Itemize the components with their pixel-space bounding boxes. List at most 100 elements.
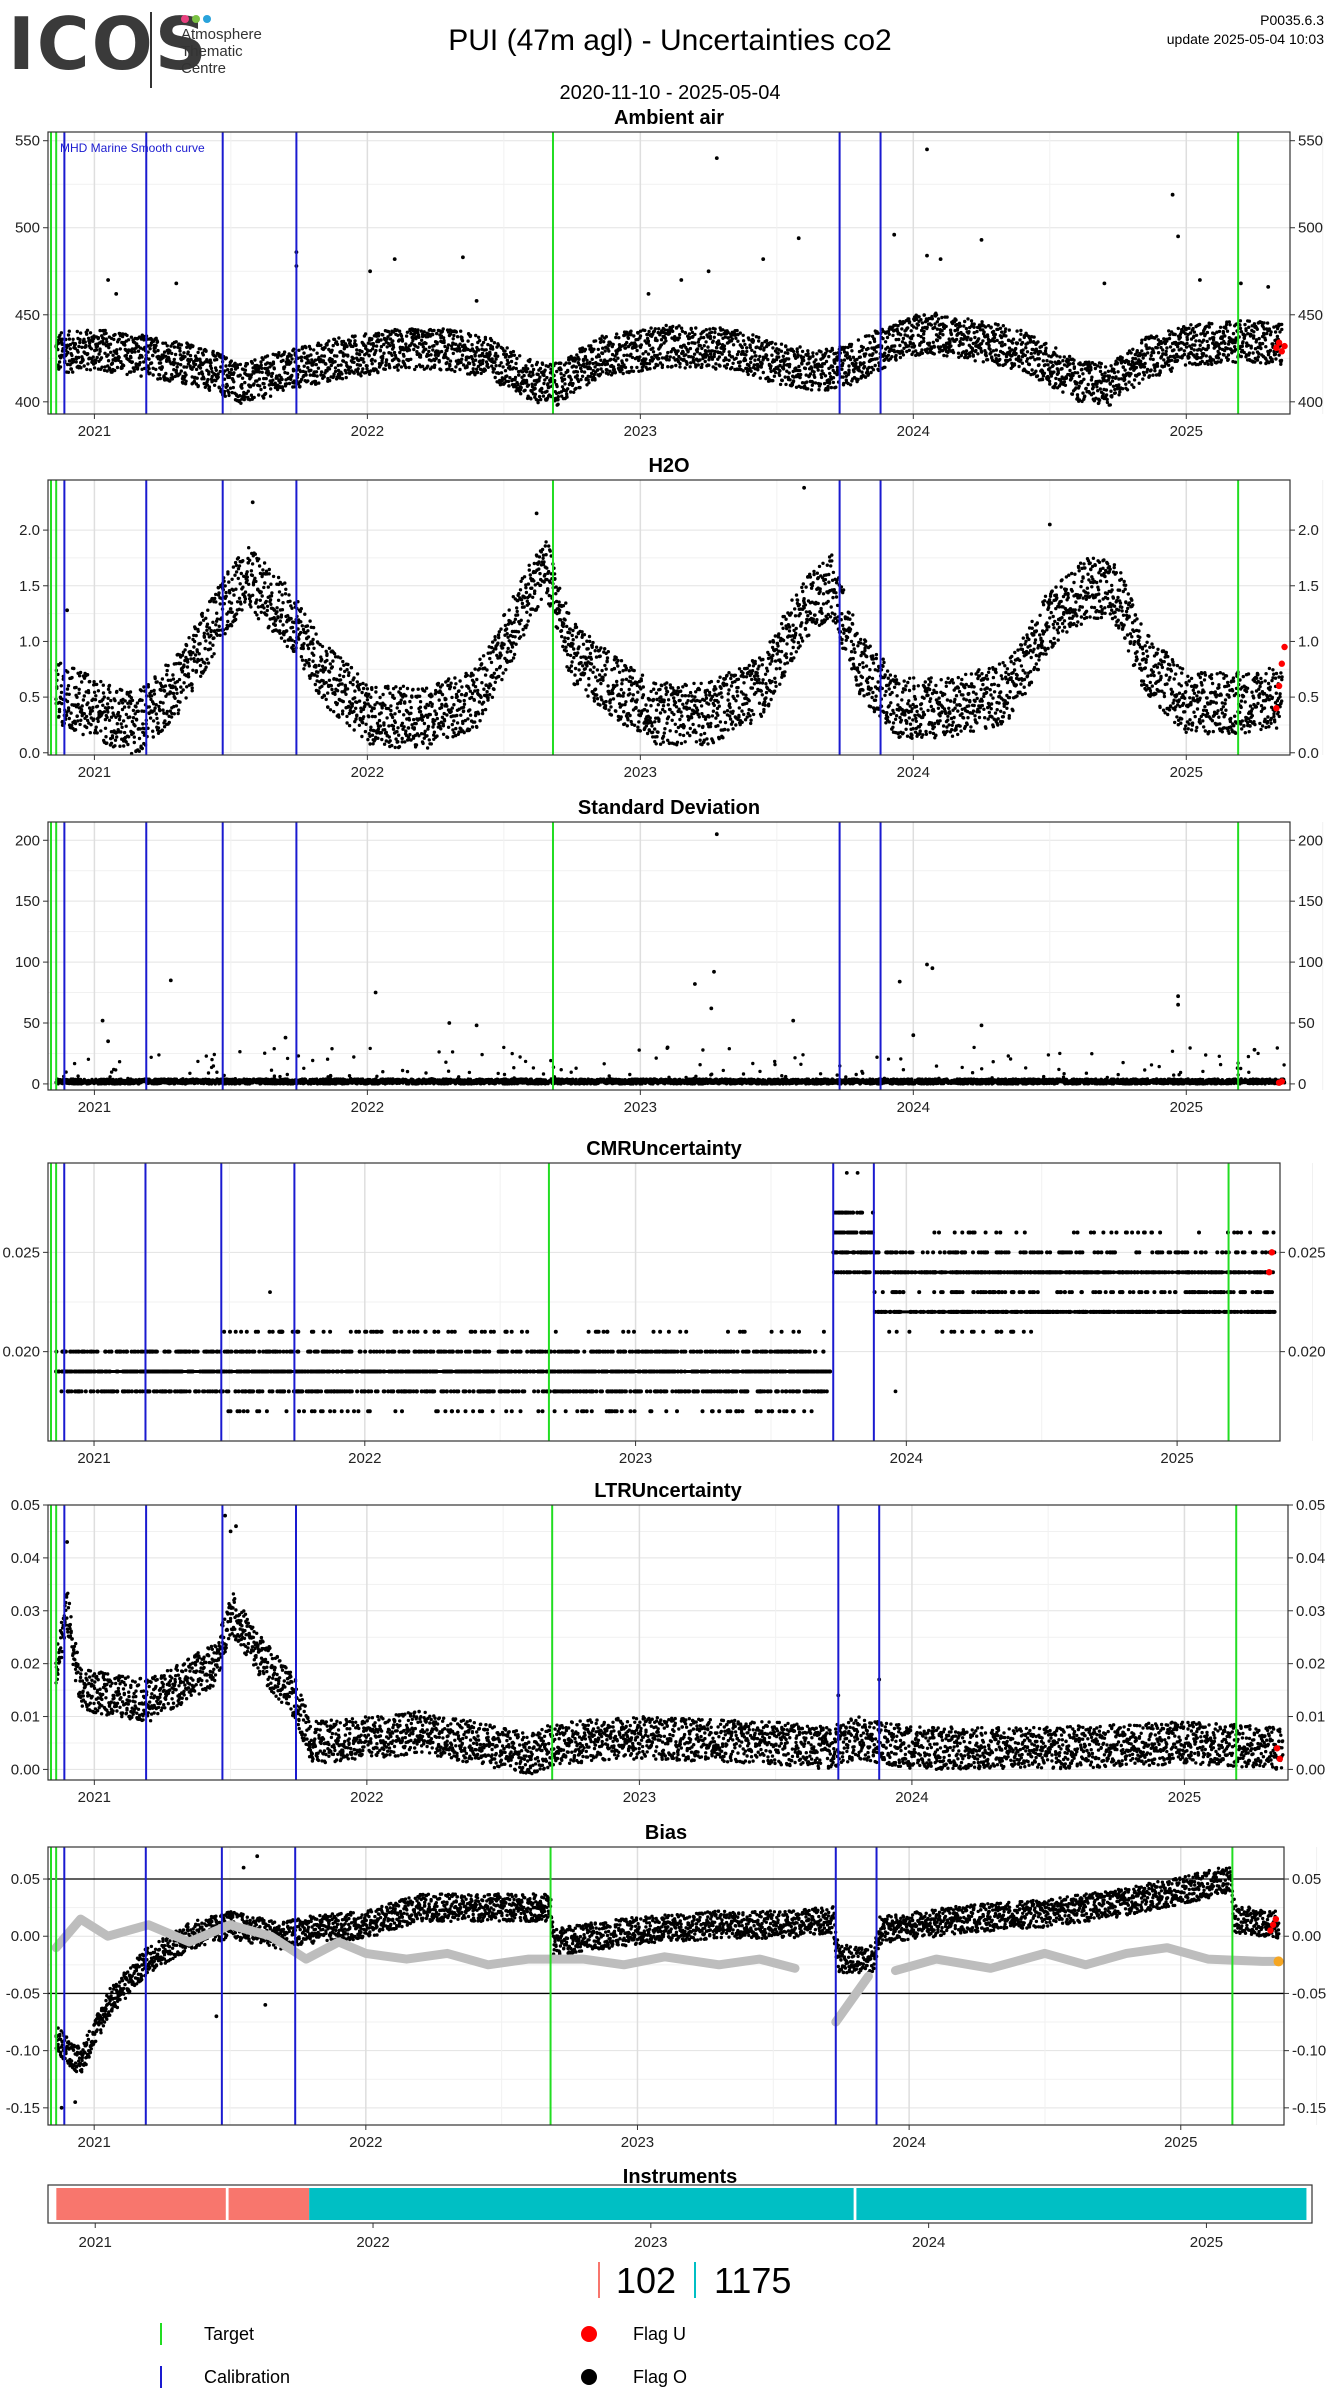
data-point [660,356,665,360]
data-point [188,353,193,358]
data-point [239,571,243,576]
data-point [1072,366,1077,371]
data-point [579,366,583,371]
data-point [461,363,466,367]
data-point [688,365,692,369]
data-point [242,390,246,395]
data-point [435,331,439,336]
data-point [574,386,578,391]
data-point [692,352,697,356]
data-point [85,718,90,723]
data-point [645,361,649,366]
data-point [1242,350,1246,355]
data-point [302,364,306,368]
data-point [57,341,61,345]
data-point [106,710,110,714]
data-point [106,353,110,357]
data-point [92,680,96,684]
x-tick-label: 2024 [897,423,930,440]
data-point [296,382,301,386]
data-point [707,349,711,353]
data-point [179,690,183,694]
data-point [302,351,306,355]
data-point [1043,363,1048,367]
data-point [929,323,933,327]
data-point [210,374,214,379]
data-point [131,731,135,735]
data-point [196,350,200,355]
data-point [543,368,547,372]
data-point [180,653,185,657]
outlier-point [925,147,929,152]
data-point [891,333,895,338]
data-point [1187,361,1192,365]
data-point [1178,335,1183,340]
data-point [894,353,898,358]
data-point [199,674,203,678]
data-point [280,377,284,382]
data-point [439,349,444,354]
data-point [174,368,178,373]
data-point [473,358,478,362]
data-point [203,385,207,389]
data-point [912,325,916,329]
data-point [88,679,92,684]
flag-u-point [1278,348,1286,355]
data-point [1225,320,1229,324]
data-point [331,343,335,348]
data-point [161,708,165,712]
data-point [460,353,465,357]
data-point [79,718,83,722]
data-point [109,350,113,354]
data-point [966,335,970,339]
data-point [243,600,247,604]
data-point [446,343,451,347]
data-point [714,345,719,350]
data-point [151,702,156,706]
logo-dot-blue [203,15,211,23]
data-point [1233,360,1238,364]
data-point [113,744,117,748]
data-point [620,368,624,372]
data-point [151,729,155,733]
data-point [269,374,274,378]
data-point [229,607,233,611]
data-point [671,324,675,329]
data-point [110,361,115,365]
data-point [407,365,411,370]
data-point [57,707,62,712]
data-point [1112,367,1116,372]
data-point [409,331,413,336]
data-point [125,372,129,377]
data-point [104,331,108,335]
data-point [545,389,549,393]
data-point [612,367,616,371]
data-point [117,355,121,360]
data-point [281,388,285,392]
data-point [152,688,156,693]
data-point [562,373,566,378]
data-point [753,358,757,362]
data-point [489,338,494,343]
data-point [795,350,799,354]
data-point [1280,322,1284,327]
data-point [218,369,222,374]
data-point [565,392,569,396]
data-point [103,726,108,730]
data-point [1046,363,1050,367]
data-point [1184,327,1188,332]
data-point [467,361,472,366]
data-point [611,342,615,347]
data-point [153,676,157,681]
data-point [1067,358,1071,362]
data-point [1162,358,1166,362]
data-point [1142,365,1147,369]
data-point [659,343,664,347]
data-point [217,628,221,632]
data-point [79,366,83,370]
data-point [696,363,700,367]
data-point [82,676,87,680]
data-point [713,330,717,335]
data-point [217,591,221,595]
data-point [396,368,400,372]
